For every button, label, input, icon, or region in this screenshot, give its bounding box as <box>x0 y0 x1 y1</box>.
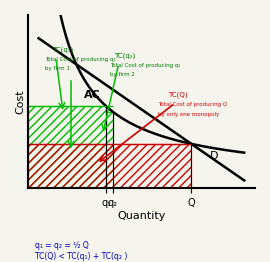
Text: Total Cost of producing q₂: Total Cost of producing q₂ <box>110 63 181 68</box>
Text: Total Cost of producing Q: Total Cost of producing Q <box>158 102 227 107</box>
Y-axis label: Cost: Cost <box>15 89 25 114</box>
Text: TC(q₂): TC(q₂) <box>114 53 136 59</box>
Text: by only one monopoly: by only one monopoly <box>158 112 219 117</box>
Bar <box>28 106 106 188</box>
Text: by firm 1: by firm 1 <box>45 66 70 71</box>
Text: by firm 2: by firm 2 <box>110 72 135 78</box>
Text: TC(Q): TC(Q) <box>168 92 188 99</box>
X-axis label: Quantity: Quantity <box>117 211 166 221</box>
Bar <box>28 144 191 188</box>
Text: D: D <box>210 151 218 161</box>
Bar <box>106 112 113 188</box>
Text: AC: AC <box>84 90 101 100</box>
Text: TC(Q) < TC(q₁) + TC(q₂ ): TC(Q) < TC(q₁) + TC(q₂ ) <box>35 252 127 261</box>
Text: Total Cost of producing q₁: Total Cost of producing q₁ <box>45 57 116 62</box>
Text: TC(q₁): TC(q₁) <box>52 46 73 53</box>
Text: q₁ = q₂ = ¹⁄₂ Q: q₁ = q₂ = ¹⁄₂ Q <box>35 241 89 250</box>
